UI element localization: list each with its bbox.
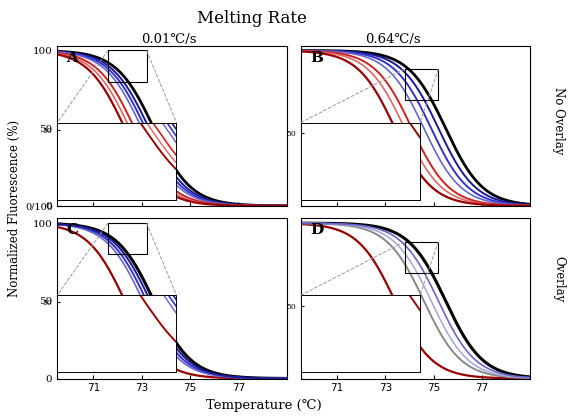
Text: D: D	[310, 223, 323, 237]
Text: No Overlay: No Overlay	[552, 87, 565, 154]
Bar	[405, 69, 438, 100]
Text: 0.01℃/s: 0.01℃/s	[142, 33, 197, 46]
Text: Melting Rate: Melting Rate	[197, 10, 307, 27]
Text: Temperature (℃): Temperature (℃)	[206, 399, 321, 412]
Text: Overlay: Overlay	[552, 255, 565, 302]
Bar	[405, 242, 438, 273]
Bar	[108, 50, 147, 82]
Bar	[108, 223, 147, 254]
Text: C: C	[66, 223, 79, 237]
Text: B: B	[310, 51, 323, 64]
Text: Normalized Fluorescence (%): Normalized Fluorescence (%)	[8, 119, 21, 297]
Text: A: A	[66, 51, 79, 64]
Text: 0/100: 0/100	[25, 203, 53, 212]
Text: 0.64℃/s: 0.64℃/s	[364, 33, 421, 46]
